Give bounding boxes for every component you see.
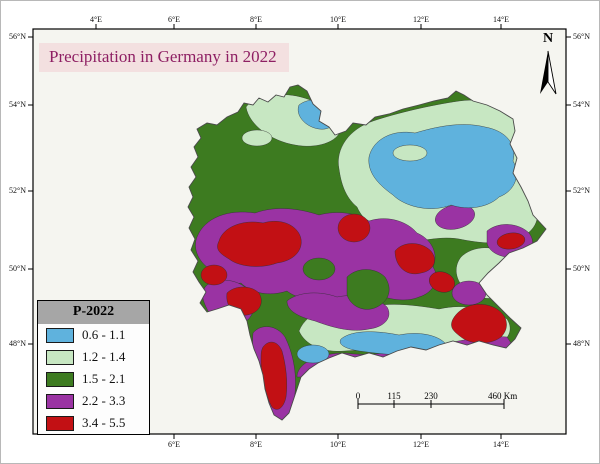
graticule-label-right-4: 48°N [573, 339, 590, 348]
graticule-label-bottom-4: 14°E [492, 440, 510, 449]
graticule-label-left-3: 50°N [9, 264, 26, 273]
scale-label-0: 0 [355, 391, 361, 401]
legend-item: 2.2 - 3.3 [38, 390, 149, 412]
legend-item-label: 1.5 - 2.1 [82, 371, 126, 386]
precip-class-2-islands [302, 257, 390, 310]
graticule-label-left-1: 54°N [9, 100, 26, 109]
legend-swatch [46, 415, 74, 431]
graticule-label-right-1: 54°N [573, 100, 590, 109]
legend-swatch [46, 393, 74, 409]
precip-class-4-regions [200, 213, 526, 410]
legend-swatch [46, 371, 74, 387]
graticule-label-top-2: 8°E [249, 15, 263, 24]
legend-item: 1.2 - 1.4 [38, 346, 149, 368]
graticule-ticks [28, 24, 571, 439]
graticule-label-top-4: 12°E [412, 15, 430, 24]
map-title: Precipitation in Germany in 2022 [39, 43, 289, 72]
graticule-label-top-0: 4°E [89, 15, 103, 24]
legend-item-label: 2.2 - 3.3 [82, 393, 126, 408]
graticule-label-top-5: 14°E [492, 15, 510, 24]
legend-item-label: 3.4 - 5.5 [82, 415, 126, 430]
scale-bar [357, 399, 505, 409]
scale-label-3: 460 Km [488, 391, 518, 401]
legend-item-label: 1.2 - 1.4 [82, 349, 126, 364]
graticule-label-left-0: 56°N [9, 32, 26, 41]
graticule-label-bottom-1: 8°E [249, 440, 263, 449]
graticule-label-left-4: 48°N [9, 339, 26, 348]
scale-label-1: 115 [387, 391, 401, 401]
germany-outline [187, 84, 547, 421]
graticule-label-bottom-3: 12°E [412, 440, 430, 449]
legend-item: 3.4 - 5.5 [38, 412, 149, 434]
north-arrow-icon [540, 50, 557, 95]
germany-map [188, 85, 546, 420]
scale-label-2: 230 [424, 391, 438, 401]
map-frame [32, 28, 567, 435]
legend-item: 0.6 - 1.1 [38, 324, 149, 346]
north-arrow-label: N [542, 31, 554, 46]
graticule-label-top-1: 6°E [167, 15, 181, 24]
precip-class-1-islands [392, 144, 428, 162]
legend-swatch [46, 349, 74, 365]
graticule-label-right-3: 50°N [573, 264, 590, 273]
graticule-label-bottom-0: 6°E [167, 440, 181, 449]
legend-item: 1.5 - 2.1 [38, 368, 149, 390]
graticule-label-left-2: 52°N [9, 186, 26, 195]
legend: P-2022 0.6 - 1.1 1.2 - 1.4 1.5 - 2.1 2.2… [37, 300, 150, 435]
legend-item-label: 0.6 - 1.1 [82, 327, 126, 342]
legend-swatch [46, 327, 74, 343]
graticule-label-right-0: 56°N [573, 32, 590, 41]
graticule-label-top-3: 10°E [329, 15, 347, 24]
graticule-label-bottom-2: 10°E [329, 440, 347, 449]
legend-title: P-2022 [38, 301, 149, 324]
graticule-label-right-2: 52°N [573, 186, 590, 195]
